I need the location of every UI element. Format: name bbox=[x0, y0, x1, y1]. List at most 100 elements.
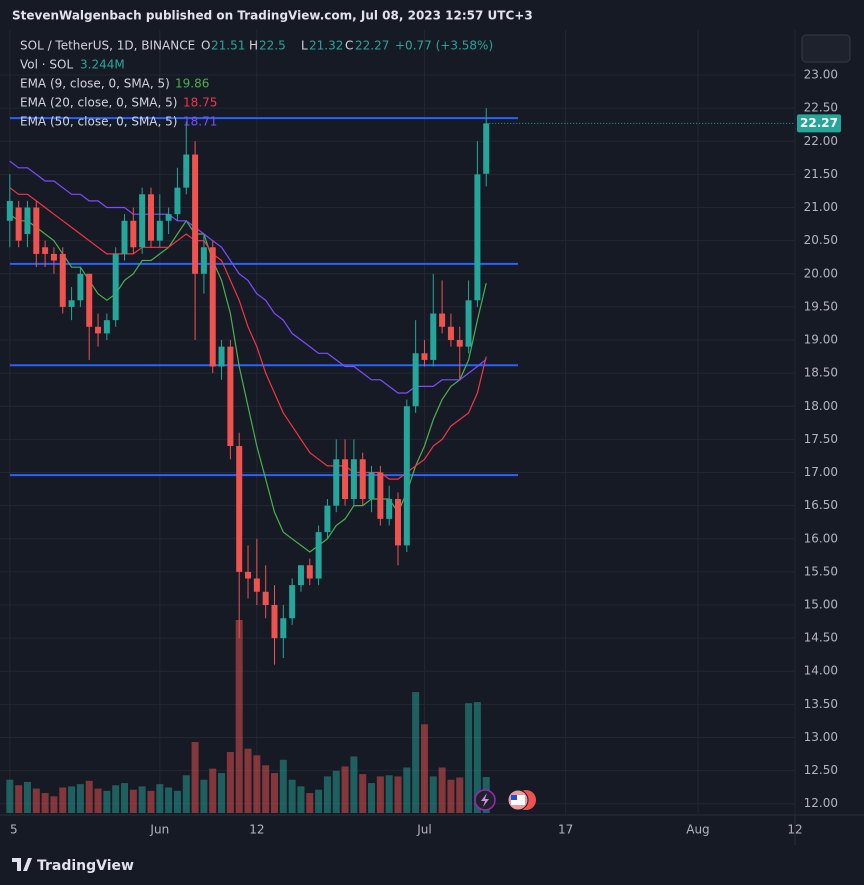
x-tick-label: 5 bbox=[10, 823, 18, 837]
ohlc-letter: C bbox=[345, 39, 353, 53]
candle-body bbox=[95, 326, 102, 334]
y-tick-label: 19.50 bbox=[804, 299, 838, 313]
volume-bar bbox=[306, 793, 314, 813]
volume-bar bbox=[226, 751, 234, 813]
volume-bar bbox=[368, 783, 376, 813]
candle-body bbox=[77, 273, 84, 301]
last-price-box bbox=[797, 114, 841, 133]
candle-body bbox=[271, 605, 278, 639]
candle-body bbox=[474, 174, 481, 301]
volume-bar bbox=[262, 765, 270, 813]
volume-bar bbox=[59, 787, 67, 813]
settings-button[interactable] bbox=[801, 34, 851, 63]
y-tick-label: 23.00 bbox=[804, 68, 838, 82]
volume-bar bbox=[191, 742, 199, 813]
candle-body bbox=[200, 247, 207, 274]
x-tick-label: Jul bbox=[416, 823, 431, 837]
ohlc-value: 21.32 bbox=[309, 39, 343, 53]
ohlc-letter: O bbox=[201, 39, 210, 53]
legend-value: 18.71 bbox=[183, 115, 217, 129]
volume-bar bbox=[165, 787, 173, 813]
ohlc-value: 21.51 bbox=[211, 39, 245, 53]
candle-body bbox=[333, 459, 340, 506]
candle-body bbox=[377, 472, 384, 519]
volume-bar bbox=[200, 779, 208, 813]
volume-bar bbox=[41, 793, 49, 813]
ohlc-value: 22.5 bbox=[259, 39, 286, 53]
volume-bar bbox=[94, 788, 102, 813]
y-tick-label: 21.00 bbox=[804, 200, 838, 214]
candle-body bbox=[121, 220, 128, 254]
volume-bar bbox=[253, 755, 261, 813]
volume-bar bbox=[23, 781, 31, 813]
candle-body bbox=[165, 214, 172, 221]
candle-body bbox=[430, 313, 437, 360]
candle-body bbox=[395, 499, 401, 546]
candle-body bbox=[359, 459, 366, 500]
logo-text: TradingView bbox=[37, 858, 134, 874]
candle-body bbox=[156, 220, 163, 241]
candle-body bbox=[68, 300, 75, 307]
ohlc-letter: L bbox=[301, 39, 308, 53]
last-price-label: 22.27 bbox=[800, 116, 838, 130]
legend: SOL / TetherUS, 1D, BINANCE O 21.51 H 22.5 L 2… bbox=[20, 39, 493, 129]
volume-bar bbox=[429, 776, 437, 813]
candle-body bbox=[174, 187, 181, 215]
y-tick-label: 16.00 bbox=[804, 531, 838, 545]
y-tick-label: 20.00 bbox=[804, 266, 838, 280]
lightning bbox=[481, 793, 489, 807]
volume-bar bbox=[32, 788, 40, 813]
y-tick-label: 22.00 bbox=[804, 134, 838, 148]
volume-bar bbox=[173, 790, 181, 813]
y-tick-label: 17.50 bbox=[804, 432, 838, 446]
y-tick-label: 14.00 bbox=[804, 664, 838, 678]
candle-body bbox=[306, 565, 313, 579]
candle-body bbox=[421, 353, 428, 360]
change-label: +0.77 (+3.58%) bbox=[395, 39, 493, 53]
event-icons bbox=[474, 789, 536, 811]
candle-body bbox=[130, 220, 137, 248]
volume-bar bbox=[138, 786, 146, 813]
candle-body bbox=[42, 247, 49, 254]
volume-bar bbox=[279, 759, 287, 813]
volume-bar bbox=[394, 776, 402, 813]
volume-bar bbox=[297, 786, 305, 813]
candle-body bbox=[86, 273, 93, 327]
candle-body bbox=[262, 591, 269, 606]
candle-body bbox=[483, 123, 490, 174]
candle-body bbox=[368, 472, 375, 500]
y-tick-label: 13.50 bbox=[804, 697, 838, 711]
volume-bar bbox=[112, 785, 120, 813]
volume-bar bbox=[412, 692, 420, 813]
volume-bar bbox=[50, 796, 58, 813]
candle-body bbox=[324, 505, 331, 533]
candle-body bbox=[218, 346, 225, 367]
volume-bar bbox=[420, 724, 428, 813]
x-tick-label: 12 bbox=[787, 823, 802, 837]
header: StevenWalgenbach published on TradingVie… bbox=[12, 9, 533, 23]
volume-bar bbox=[465, 703, 473, 813]
volume-value: 3.244M bbox=[80, 58, 125, 72]
x-tick-label: Aug bbox=[686, 823, 709, 837]
y-tick-label: 20.50 bbox=[804, 233, 838, 247]
candle-body bbox=[209, 247, 216, 367]
ohlc-letter: H bbox=[249, 39, 258, 53]
candle-body bbox=[439, 313, 446, 327]
legend-name: EMA (50, close, 0, SMA, 5) bbox=[20, 115, 177, 129]
volume-bar bbox=[332, 770, 340, 813]
volume-bar bbox=[218, 773, 226, 813]
volume-bar bbox=[359, 774, 367, 813]
legend-title: SOL / TetherUS, 1D, BINANCE bbox=[20, 39, 195, 53]
volume-bar bbox=[350, 756, 358, 813]
y-tick-label: 15.00 bbox=[804, 598, 838, 612]
logo: TradingView bbox=[12, 858, 134, 874]
volume-bar bbox=[76, 784, 84, 813]
candle-body bbox=[50, 253, 57, 261]
volume-bar bbox=[68, 786, 76, 813]
candle-body bbox=[59, 253, 66, 307]
volume-bar bbox=[121, 783, 129, 813]
candle-body bbox=[183, 154, 190, 188]
ema-line bbox=[9, 160, 487, 394]
volume-bar bbox=[403, 767, 411, 813]
